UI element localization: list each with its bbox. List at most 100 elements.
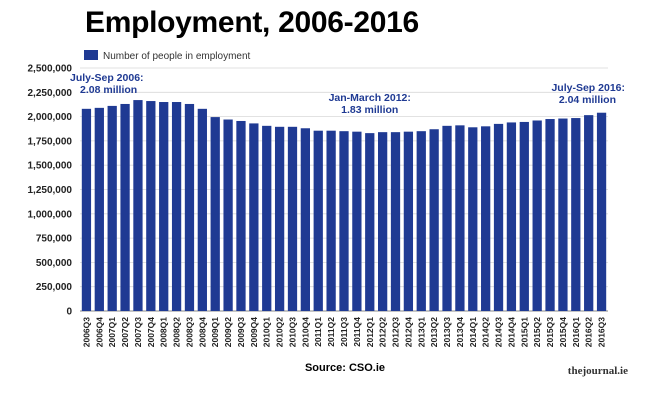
y-tick-label: 1,500,000	[28, 161, 73, 172]
bar-2014Q4	[506, 122, 517, 311]
bar-2008Q4	[197, 108, 207, 311]
y-tick-label: 0	[66, 307, 72, 318]
bar-2016Q3	[596, 112, 607, 311]
y-tick-label: 500,000	[36, 258, 73, 269]
x-tick-label: 2012Q3	[391, 317, 401, 348]
x-tick-label: 2007Q3	[133, 317, 143, 348]
x-tick-label: 2007Q1	[107, 317, 117, 348]
x-tick-label: 2014Q4	[506, 317, 516, 348]
y-tick-label: 2,500,000	[28, 64, 73, 75]
y-tick-label: 2,250,000	[28, 88, 73, 99]
x-tick-label: 2015Q2	[532, 317, 542, 348]
bar-2016Q2	[584, 115, 594, 311]
x-tick-label: 2006Q4	[94, 317, 104, 348]
x-tick-label: 2013Q1	[416, 317, 426, 348]
bar-2015Q2	[532, 120, 542, 311]
x-tick-label: 2009Q2	[223, 317, 233, 348]
x-tick-label: 2014Q2	[481, 317, 491, 348]
x-tick-label: 2011Q1	[313, 317, 323, 347]
chart-title: Employment, 2006-2016	[85, 6, 419, 39]
x-tick-label: 2016Q2	[584, 317, 594, 348]
x-tick-label: 2006Q3	[81, 317, 91, 348]
bar-2016Q1	[571, 118, 581, 311]
x-tick-label: 2007Q4	[146, 317, 156, 348]
bar-2008Q1	[159, 102, 169, 312]
x-tick-label: 2013Q3	[442, 317, 452, 348]
x-tick-label: 2015Q4	[558, 317, 568, 348]
x-tick-label: 2012Q1	[365, 317, 375, 348]
y-tick-label: 1,000,000	[28, 209, 73, 220]
y-tick-label: 1,750,000	[28, 136, 73, 147]
bar-2006Q4	[94, 107, 104, 312]
bar-2009Q3	[236, 120, 246, 311]
bar-2006Q3	[81, 108, 92, 311]
bar-2011Q4	[352, 131, 362, 311]
x-tick-label: 2011Q4	[352, 317, 362, 347]
bar-2007Q2	[120, 103, 130, 312]
y-tick-label: 750,000	[36, 234, 73, 245]
bar-2014Q2	[481, 126, 491, 311]
bar-2007Q1	[107, 105, 117, 312]
bar-2010Q4	[300, 128, 311, 311]
bar-2009Q1	[210, 117, 220, 311]
x-tick-label: 2015Q3	[545, 317, 555, 348]
bar-2013Q4	[455, 125, 465, 312]
bar-2010Q1	[262, 125, 272, 311]
bar-2007Q4	[146, 101, 156, 311]
x-tick-label: 2010Q4	[300, 317, 310, 348]
x-tick-label: 2013Q4	[455, 317, 465, 348]
x-tick-label: 2008Q3	[184, 317, 194, 348]
bar-2007Q3	[133, 100, 143, 312]
legend-label: Number of people in employment	[103, 51, 251, 62]
y-tick-label: 2,000,000	[28, 112, 73, 123]
annotation-label: 1.83 million	[341, 104, 398, 116]
x-tick-label: 2009Q3	[236, 317, 246, 348]
bar-2013Q2	[429, 129, 439, 311]
y-tick-label: 1,250,000	[28, 185, 73, 196]
bar-2009Q2	[223, 119, 233, 312]
x-tick-label: 2008Q4	[197, 317, 207, 348]
y-tick-label: 250,000	[36, 282, 73, 293]
bar-2008Q2	[171, 102, 182, 312]
x-tick-label: 2009Q4	[249, 317, 259, 348]
x-tick-label: 2011Q2	[326, 317, 336, 347]
x-tick-label: 2016Q3	[597, 317, 607, 348]
bar-2010Q2	[274, 126, 285, 311]
x-tick-label: 2008Q1	[159, 317, 169, 348]
annotation-label: Jan-March 2012:	[329, 92, 411, 104]
bar-2012Q2	[377, 132, 388, 311]
annotation-label: 2.08 million	[80, 84, 137, 96]
x-tick-label: 2010Q1	[262, 317, 272, 348]
bar-2015Q3	[545, 119, 555, 311]
annotation-label: 2.04 million	[559, 94, 616, 106]
x-tick-label: 2012Q4	[403, 317, 413, 348]
x-tick-label: 2008Q2	[172, 317, 182, 348]
x-tick-label: 2015Q1	[519, 317, 529, 348]
bar-2012Q1	[365, 133, 375, 311]
bar-2013Q3	[442, 125, 452, 311]
x-tick-label: 2014Q1	[468, 317, 478, 348]
annotation-label: July-Sep 2006:	[70, 72, 144, 84]
bar-2012Q3	[390, 132, 401, 311]
bar-2015Q1	[519, 121, 529, 311]
bar-2011Q2	[326, 130, 336, 311]
x-tick-label: 2011Q3	[339, 317, 349, 347]
x-tick-label: 2016Q1	[571, 317, 581, 348]
x-tick-label: 2012Q2	[378, 317, 388, 348]
bar-2012Q4	[403, 131, 414, 311]
x-tick-label: 2007Q2	[120, 317, 130, 348]
chart-source: Source: CSO.ie	[304, 362, 386, 374]
bar-2008Q3	[184, 103, 195, 312]
x-tick-label: 2009Q1	[210, 317, 220, 348]
bar-2013Q1	[416, 131, 426, 311]
bar-2010Q3	[287, 126, 298, 311]
legend-swatch	[84, 50, 98, 60]
x-tick-label: 2010Q3	[287, 317, 297, 348]
bar-2014Q3	[493, 123, 504, 311]
x-tick-label: 2013Q2	[429, 317, 439, 348]
x-tick-label: 2010Q2	[275, 317, 285, 348]
x-tick-label: 2014Q3	[494, 317, 504, 348]
bar-2011Q1	[313, 130, 323, 311]
brand-logo: thejournal.ie	[567, 365, 628, 377]
bar-2014Q1	[468, 127, 478, 312]
